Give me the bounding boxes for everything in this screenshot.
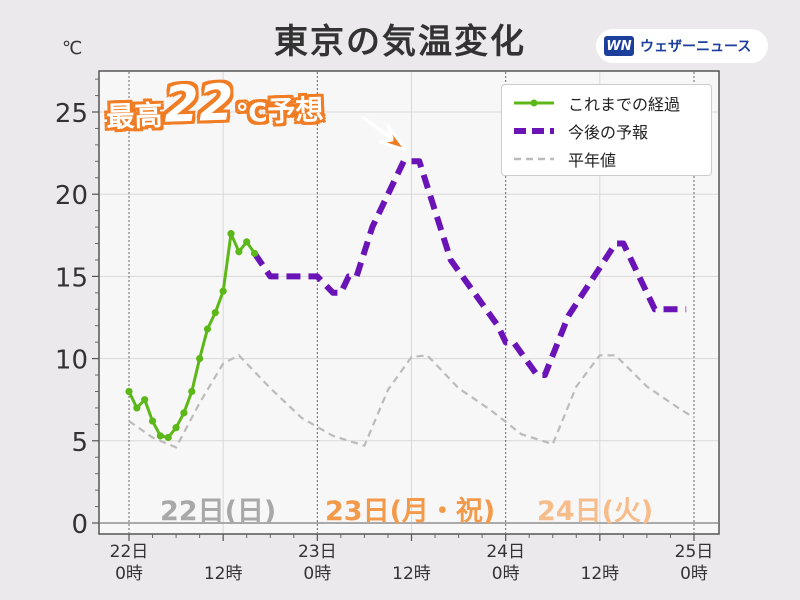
series-observed-point (172, 424, 180, 432)
y-tick-label: 5 (71, 428, 88, 458)
legend-item-observed: これまでの経過 (512, 89, 701, 117)
y-tick-label: 15 (55, 263, 88, 293)
day-label-24: 24日(火) (537, 496, 654, 527)
callout-suffix: 予想 (266, 93, 324, 129)
series-observed-point (243, 238, 251, 246)
x-tick-label: 0時 (680, 564, 708, 584)
series-observed-point (250, 249, 259, 257)
brand-name: ウェザーニュース (640, 39, 752, 55)
x-tick-label: 12時 (204, 564, 243, 584)
y-tick-label: 10 (55, 346, 88, 376)
series-normal-line (128, 353, 695, 449)
y-axis: 0 5 10 15 20 25 (55, 78, 99, 540)
callout-prefix: 最高 (105, 98, 163, 134)
legend-label-normal: 平年値 (568, 151, 617, 170)
legend-label-observed: これまでの経過 (568, 95, 681, 114)
series-observed-point (156, 432, 164, 440)
brand-logo-icon: WN (604, 36, 634, 56)
max-temp-callout: 最高 22 ℃ 予想 (105, 73, 324, 134)
series-observed-point (203, 325, 212, 333)
legend-item-normal: 平年値 (512, 145, 701, 173)
legend-item-forecast: 今後の予報 (512, 117, 701, 145)
series-observed-point (196, 355, 204, 363)
y-tick-label: 0 (71, 510, 88, 540)
legend-swatch-forecast (514, 128, 554, 134)
x-tick-label: 12時 (392, 564, 431, 584)
callout-unit: ℃ (235, 98, 269, 130)
callout-arrow-icon (362, 116, 408, 152)
callout-value: 22 (163, 73, 235, 134)
series-observed-point (141, 396, 149, 404)
series-observed-point (125, 387, 133, 396)
brand-badge: WN ウェザーニュース (596, 29, 768, 63)
chart-title: 東京の気温変化 (274, 22, 526, 62)
series-observed-point (235, 248, 243, 256)
series-observed-point (148, 417, 157, 425)
legend-label-forecast: 今後の予報 (568, 123, 649, 142)
x-tick-label: 24日 (486, 542, 525, 562)
series-observed-point (133, 404, 141, 412)
day-label-22: 22日(日) (160, 496, 277, 527)
series-observed-point (188, 387, 196, 396)
y-tick-label: 20 (55, 181, 88, 211)
y-tick-label: 25 (55, 99, 88, 129)
x-tick-label: 0時 (492, 564, 520, 584)
series-observed-point (164, 433, 172, 442)
x-tick-label: 12時 (581, 564, 620, 584)
legend-swatch-observed (514, 99, 554, 107)
legend: これまでの経過 今後の予報 平年値 (501, 84, 712, 176)
series-observed-point (180, 409, 188, 417)
x-tick-label: 0時 (303, 564, 331, 584)
day-label-23: 23日(月・祝) (325, 496, 496, 527)
series-observed-point (219, 287, 227, 295)
y-axis-unit: ℃ (62, 38, 83, 59)
x-tick-label: 0時 (115, 564, 143, 584)
series-forecast-line (252, 158, 687, 378)
x-tick-label: 23日 (298, 542, 337, 562)
series-layer (125, 158, 695, 449)
x-tick-label: 22日 (110, 542, 149, 562)
x-tick-label: 25日 (675, 542, 714, 562)
legend-swatch-normal (514, 157, 554, 161)
series-observed-point (211, 308, 219, 317)
series-observed-point (227, 230, 235, 238)
